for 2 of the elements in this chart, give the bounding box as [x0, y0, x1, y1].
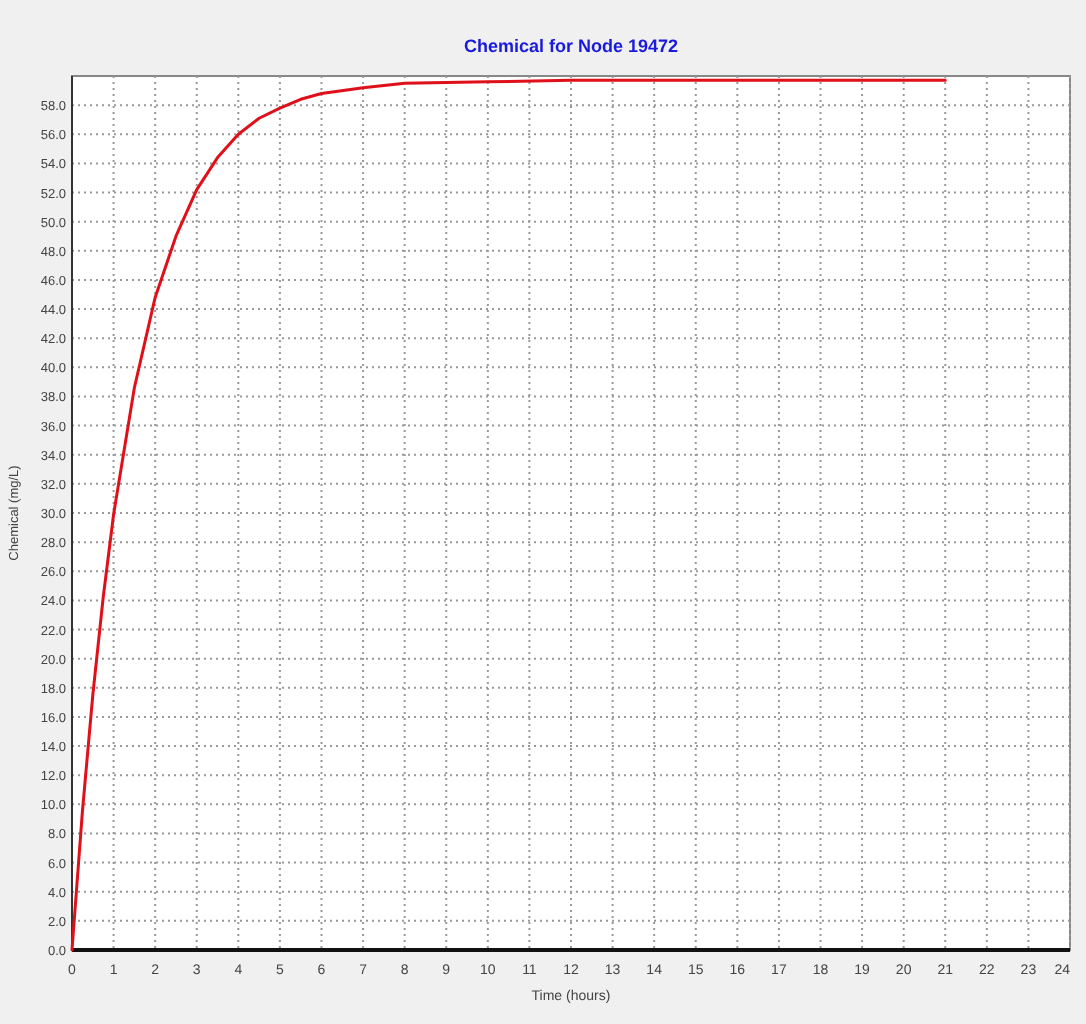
chart-title: Chemical for Node 19472 — [463, 36, 679, 56]
line-series — [70, 78, 947, 952]
